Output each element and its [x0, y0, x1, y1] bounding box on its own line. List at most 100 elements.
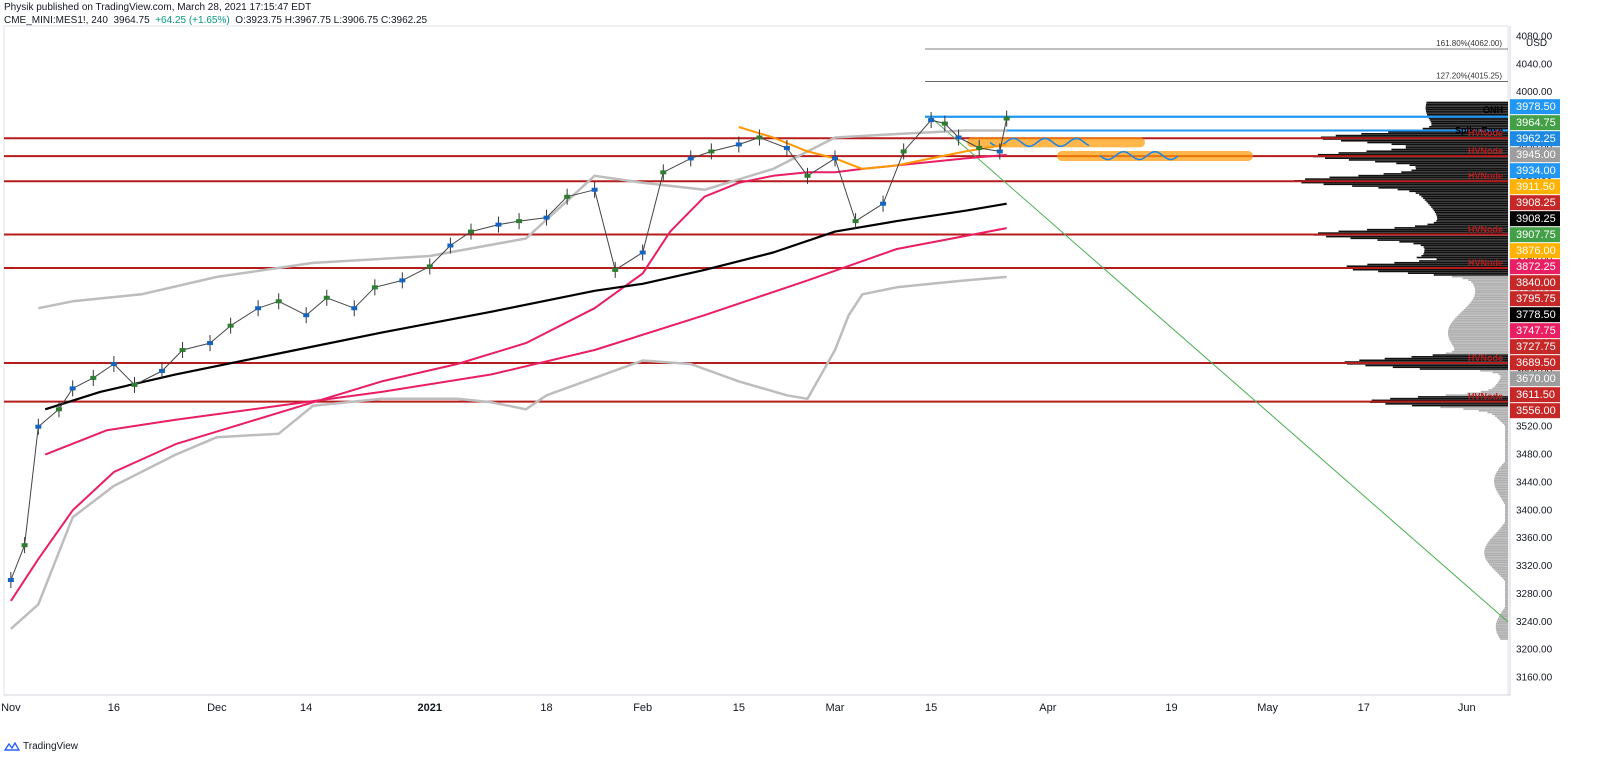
- y-axis-unit: USD: [1526, 38, 1547, 49]
- volume-profile-bar: [1496, 383, 1508, 386]
- volume-profile-bar: [1505, 458, 1508, 461]
- y-tick-label: 3440.00: [1516, 477, 1553, 488]
- volume-profile-bar: [1496, 471, 1508, 473]
- footer-brand[interactable]: TradingView: [4, 741, 78, 752]
- price-candle: [495, 222, 502, 227]
- volume-profile-bar: [1504, 606, 1508, 609]
- volume-profile-bar: [1504, 504, 1508, 506]
- plot-frame: [3, 25, 1509, 696]
- volume-profile-bar: [1502, 610, 1508, 612]
- price-badge: [1510, 147, 1560, 163]
- volume-profile-bar: [1505, 603, 1508, 606]
- volume-profile-bar: [1465, 307, 1508, 309]
- volume-profile-bar: [1496, 531, 1508, 534]
- y-tick-label: 4080.00: [1516, 31, 1553, 42]
- volume-profile-bar: [1502, 422, 1508, 424]
- y-tick-label: 3280.00: [1516, 589, 1553, 600]
- volume-profile-bar: [1500, 638, 1508, 640]
- volume-profile-bar: [1497, 382, 1508, 384]
- volume-profile-bar: [1462, 277, 1508, 280]
- price-change: +64.25 (+1.65%): [155, 15, 230, 26]
- price-badge-label: 3872.25: [1516, 261, 1556, 273]
- price-badge: [1510, 243, 1560, 259]
- volume-profile-bar: [1505, 441, 1508, 443]
- price-badge-label: 3778.50: [1516, 309, 1556, 321]
- volume-profile-bar: [1488, 540, 1508, 543]
- price-candle: [928, 118, 935, 123]
- price-candle: [1003, 116, 1010, 121]
- symbol-label: CME_MINI:MES1!, 240: [4, 15, 108, 26]
- volume-profile-bar: [1399, 241, 1508, 243]
- volume-profile-bar: [1426, 103, 1508, 105]
- volume-profile-bar: [1497, 572, 1508, 574]
- y-tick-label: 4000.00: [1516, 87, 1553, 98]
- volume-profile-bar: [1448, 329, 1508, 332]
- price-candle: [35, 424, 42, 429]
- volume-profile-bar: [1435, 213, 1508, 215]
- volume-profile-bar: [1492, 387, 1508, 389]
- volume-profile-bar: [1505, 592, 1508, 595]
- volume-profile-bar: [1471, 300, 1508, 302]
- volume-profile-bar: [1447, 333, 1508, 335]
- volume-profile-bar: [1474, 295, 1508, 297]
- volume-profile-bar: [1495, 627, 1508, 630]
- price-badge: [1510, 195, 1560, 211]
- x-tick-label: 19: [1165, 702, 1177, 714]
- volume-profile-bar: [1450, 322, 1508, 325]
- volume-profile-bar: [1494, 477, 1508, 480]
- price-badge: [1510, 339, 1560, 355]
- volume-profile-bar: [1378, 270, 1508, 273]
- volume-profile-bar: [1484, 556, 1508, 558]
- volume-profile-bar: [1495, 474, 1508, 477]
- volume-profile-bar: [1503, 500, 1508, 503]
- volume-profile-bar: [1417, 396, 1508, 398]
- volume-profile-bar: [1498, 418, 1508, 421]
- price-candle: [207, 341, 214, 346]
- volume-profile-bar: [1361, 133, 1508, 135]
- volume-profile-bar: [1505, 582, 1508, 585]
- volume-profile-bar: [1452, 343, 1508, 346]
- x-tick-label: Feb: [633, 702, 652, 714]
- volume-profile-bar: [1423, 253, 1508, 255]
- volume-profile-bar: [1407, 272, 1508, 274]
- price-candle: [804, 173, 811, 178]
- volume-profile-bar: [1500, 420, 1508, 423]
- volume-profile-bar: [1505, 460, 1508, 463]
- volume-profile-bar: [1371, 399, 1508, 402]
- price-candle: [351, 306, 358, 311]
- volume-profile-bar: [1348, 159, 1508, 161]
- volume-profile-bar: [1415, 167, 1508, 170]
- volume-profile-bar: [1498, 493, 1508, 496]
- volume-profile-bar: [1505, 507, 1508, 510]
- volume-profile-bar: [1505, 587, 1508, 590]
- price-badge-label: 3945.00: [1516, 149, 1556, 161]
- x-tick-label: 16: [108, 702, 120, 714]
- symbol-ohlc-line: CME_MINI:MES1!, 240 3964.75 +64.25 (+1.6…: [4, 15, 427, 26]
- volume-profile-bar: [1496, 490, 1508, 492]
- volume-profile-bar: [1495, 624, 1508, 626]
- volume-profile-bar: [1323, 183, 1508, 186]
- volume-profile-bar: [1484, 552, 1508, 555]
- x-tick-label: 18: [540, 702, 552, 714]
- volume-profile-bar: [1498, 373, 1508, 376]
- x-tick-label: 2021: [418, 702, 442, 714]
- volume-profile-bar: [1329, 176, 1508, 179]
- y-tick-label: 3240.00: [1516, 617, 1553, 628]
- x-tick-label: Nov: [1, 702, 21, 714]
- volume-profile-bar: [1499, 378, 1508, 381]
- volume-profile-bar: [1505, 512, 1508, 515]
- volume-profile-bar: [1436, 214, 1508, 217]
- volume-profile-bar: [1453, 319, 1508, 322]
- volume-profile-bar: [1419, 368, 1508, 370]
- y-tick-label: 4040.00: [1516, 59, 1553, 70]
- volume-profile-bar: [1378, 187, 1508, 189]
- volume-profile-bar: [1505, 584, 1508, 586]
- volume-profile-bar: [1505, 451, 1508, 454]
- volume-profile-bar: [1505, 457, 1508, 459]
- volume-profile-bar: [1503, 579, 1508, 581]
- volume-profile-bar: [1375, 160, 1508, 163]
- x-tick-label: Jun: [1458, 702, 1476, 714]
- price-badge: [1510, 355, 1560, 371]
- y-tick-label: 3200.00: [1516, 645, 1553, 656]
